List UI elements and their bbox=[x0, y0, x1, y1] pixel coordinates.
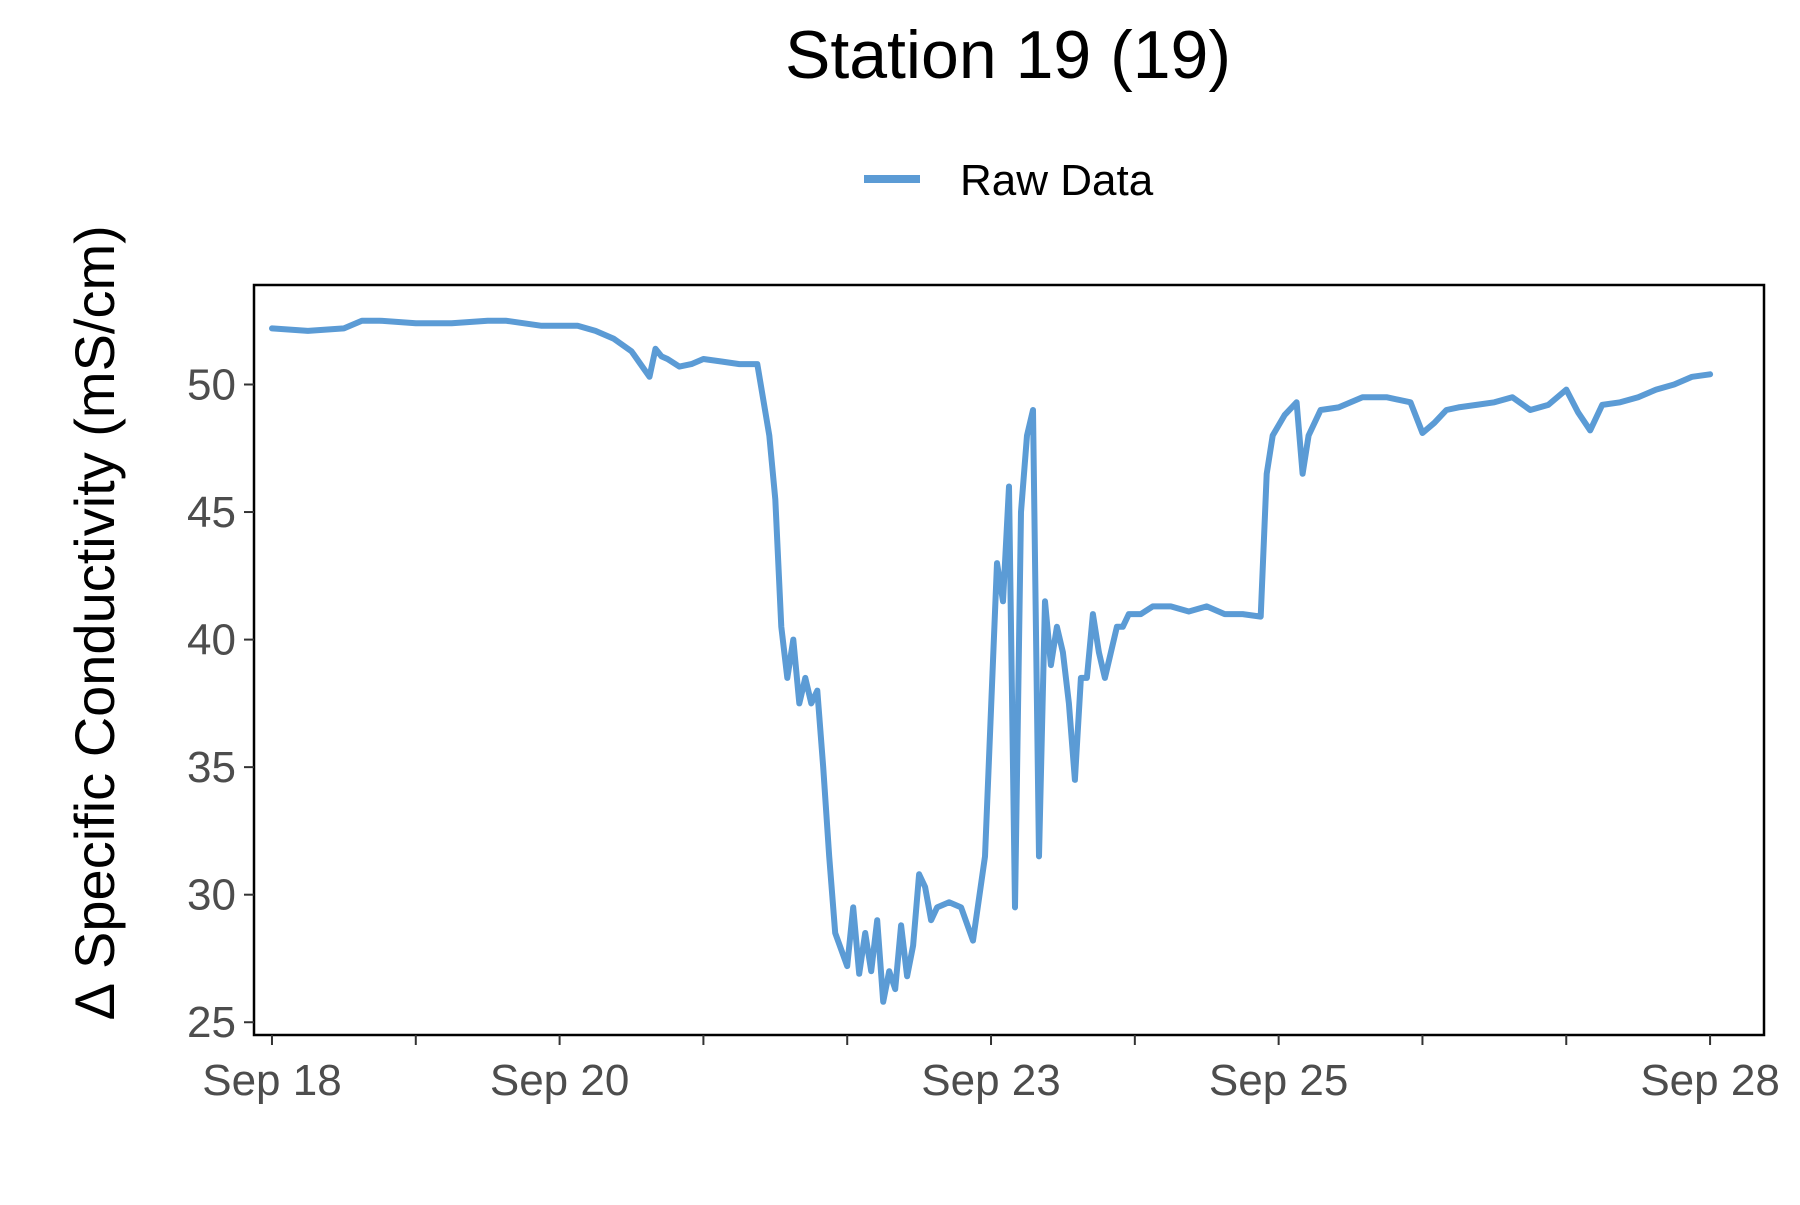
x-axis: Sep 18 Sep 20 Sep 23 Sep 25 Sep 28 bbox=[202, 1035, 1780, 1105]
x-tick-label: Sep 20 bbox=[490, 1056, 629, 1105]
legend-label-raw-data: Raw Data bbox=[960, 156, 1154, 205]
y-axis-title: ∆ Specific Conductivity (mS/cm) bbox=[63, 225, 126, 1019]
y-tick-label: 30 bbox=[187, 871, 236, 920]
y-tick-label: 40 bbox=[187, 616, 236, 665]
plot-area bbox=[269, 317, 1714, 1005]
y-tick-label: 35 bbox=[187, 743, 236, 792]
series-line-raw-data bbox=[269, 317, 1714, 1005]
y-axis: 25 30 35 40 45 50 bbox=[187, 360, 254, 1047]
legend: Raw Data bbox=[864, 156, 1154, 205]
x-tick-label: Sep 23 bbox=[921, 1056, 1060, 1105]
y-tick-label: 50 bbox=[187, 360, 236, 409]
x-tick-label: Sep 28 bbox=[1640, 1056, 1779, 1105]
x-tick-label: Sep 25 bbox=[1209, 1056, 1348, 1105]
chart-title: Station 19 (19) bbox=[785, 17, 1231, 93]
x-tick-label: Sep 18 bbox=[202, 1056, 341, 1105]
y-tick-label: 25 bbox=[187, 998, 236, 1047]
y-tick-label: 45 bbox=[187, 488, 236, 537]
